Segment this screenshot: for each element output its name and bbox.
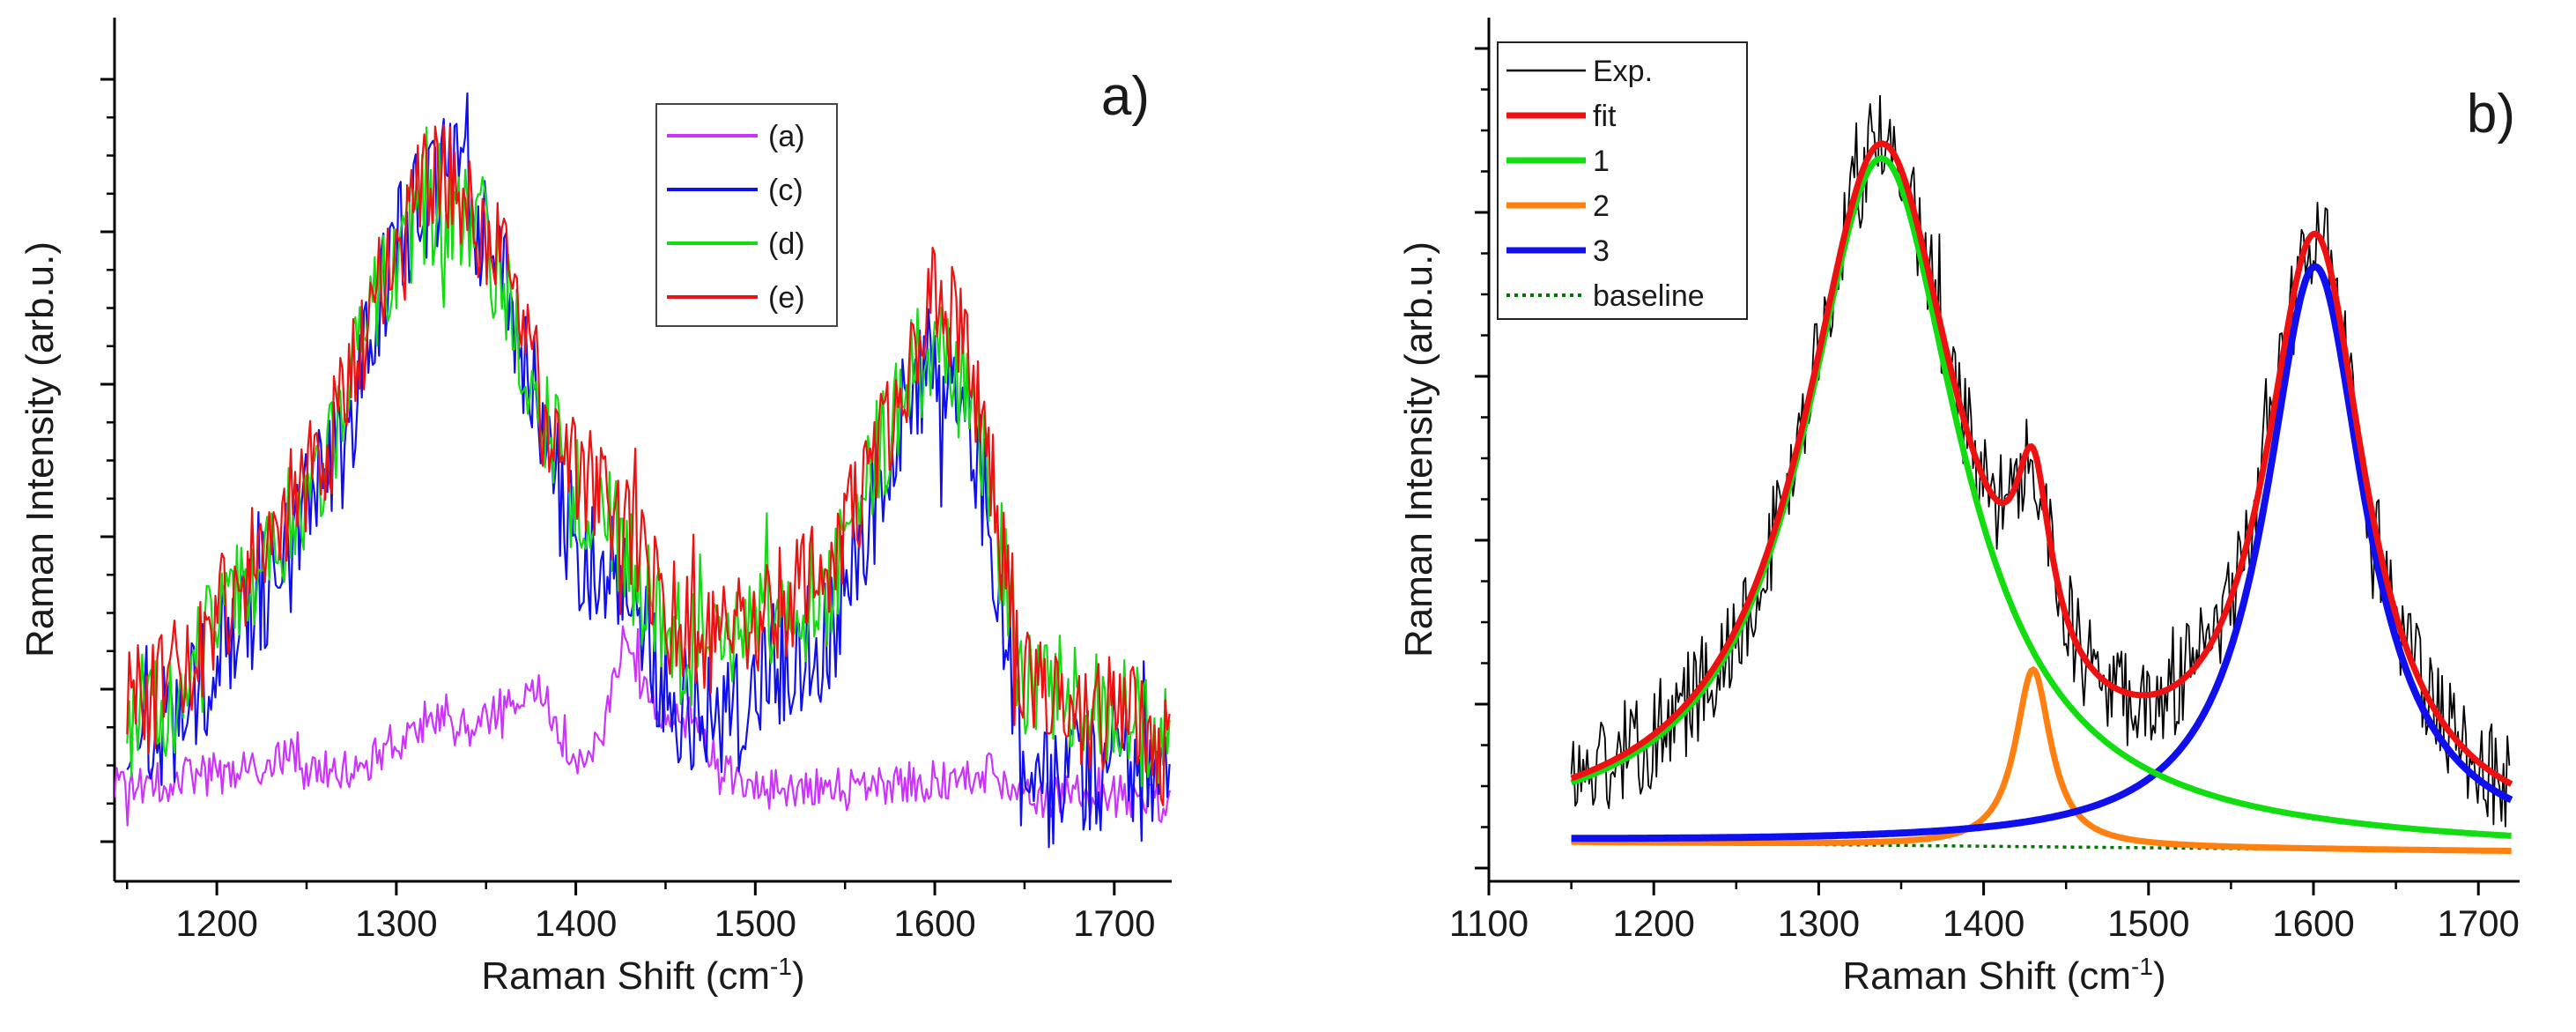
panel-b-x-axis-label-sup: -1	[2131, 953, 2153, 980]
panel-a-plot-area	[115, 92, 1172, 849]
legend-label-2: 2	[1593, 189, 1610, 223]
series-line-baseline	[1571, 840, 2512, 853]
panel-a-legend-box	[655, 103, 838, 327]
panel-b-plot-area	[1570, 94, 2513, 854]
panel-a-x-tick-label-1700: 1700	[1073, 902, 1155, 944]
panel-a-x-axis-label-sup: -1	[770, 953, 792, 980]
series-line-e	[126, 123, 1171, 806]
panel-b-x-tick-label-1300: 1300	[1778, 902, 1860, 944]
panel-b-x-axis-label-close: )	[2153, 954, 2166, 998]
series-line-a	[115, 625, 1172, 827]
series-line-peak-2	[1571, 665, 2512, 854]
legend-label-a: (a)	[768, 120, 805, 153]
chart-panel-b: 1100 1200 1300 1400 1500 1600 1700 Raman Shift …	[1397, 18, 2520, 998]
panel-b-legend-box	[1497, 41, 1748, 320]
panel-a-x-axis-label-main: Raman Shift (cm	[481, 954, 770, 998]
panel-a-x-tick-label-1300: 1300	[355, 902, 437, 944]
legend-label-3: 3	[1593, 234, 1610, 268]
panel-b-x-tick-label-1400: 1400	[1943, 902, 2025, 944]
panel-a-x-tick-label-1500: 1500	[714, 902, 796, 944]
panel-a-y-axis-label: Raman Intensity (arb.u.)	[19, 241, 62, 657]
panel-b-x-tick-label-1100: 1100	[1449, 902, 1529, 944]
panel-a-panel-label: a)	[1101, 66, 1150, 127]
chart-panel-a: 1200 1300 1400 1500 1600 1700 Raman Shift (cm-…	[19, 18, 1172, 998]
legend-label-c: (c)	[768, 174, 803, 207]
panel-a-x-tick-label-1600: 1600	[893, 902, 975, 944]
series-line-fit	[1570, 140, 2513, 787]
legend-label-d: (d)	[768, 227, 805, 261]
legend-label-exp: Exp.	[1593, 55, 1653, 88]
legend-label-baseline: baseline	[1593, 279, 1705, 313]
panel-b-y-axis-label: Raman Intensity (arb.u.)	[1397, 241, 1440, 657]
panel-a-x-axis-label: Raman Shift (cm-1)	[481, 953, 804, 998]
panel-b-x-tick-label-1700: 1700	[2437, 902, 2519, 944]
panel-a-x-tick-label-1200: 1200	[175, 902, 257, 944]
panel-b-x-tick-label-1200: 1200	[1612, 902, 1694, 944]
legend-label-1: 1	[1593, 145, 1610, 178]
panel-a-x-tick-label-1400: 1400	[535, 902, 617, 944]
series-line-peak-1	[1570, 155, 2512, 839]
series-line-peak-3	[1571, 263, 2513, 843]
legend-label-fit: fit	[1593, 100, 1617, 133]
legend-label-e: (e)	[768, 281, 805, 315]
series-line-exp	[1570, 94, 2511, 828]
panel-b-x-tick-label-1600: 1600	[2272, 902, 2354, 944]
panel-b-x-axis-label: Raman Shift (cm-1)	[1842, 953, 2165, 998]
panel-a-x-axis-label-close: )	[792, 954, 805, 998]
panel-b-x-axis-label-main: Raman Shift (cm	[1842, 954, 2131, 998]
panel-b-x-tick-label-1500: 1500	[2107, 902, 2189, 944]
panel-b-panel-label: b)	[2467, 84, 2515, 145]
series-line-c	[126, 92, 1171, 849]
